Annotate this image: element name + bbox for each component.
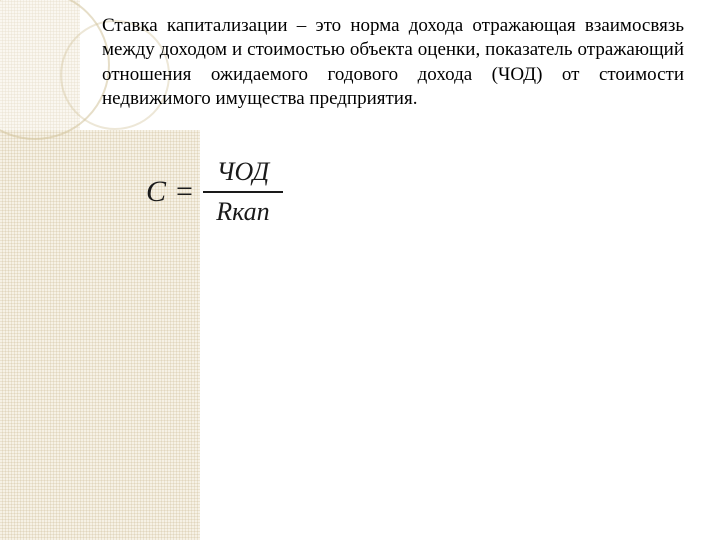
capitalization-formula: С = ЧОД Rкап (146, 159, 283, 225)
definition-paragraph: Ставка капитализации – это норма дохода … (102, 14, 684, 111)
formula-numerator: ЧОД (209, 159, 278, 191)
formula-fraction: ЧОД Rкап (203, 159, 283, 225)
formula-denominator: Rкап (208, 193, 277, 225)
formula-container: С = ЧОД Rкап (102, 159, 684, 225)
formula-equals: = (174, 175, 203, 209)
slide-content: Ставка капитализации – это норма дохода … (0, 0, 720, 225)
formula-lhs: С (146, 175, 174, 209)
